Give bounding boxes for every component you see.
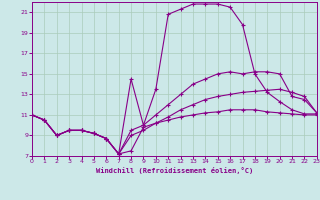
- X-axis label: Windchill (Refroidissement éolien,°C): Windchill (Refroidissement éolien,°C): [96, 167, 253, 174]
